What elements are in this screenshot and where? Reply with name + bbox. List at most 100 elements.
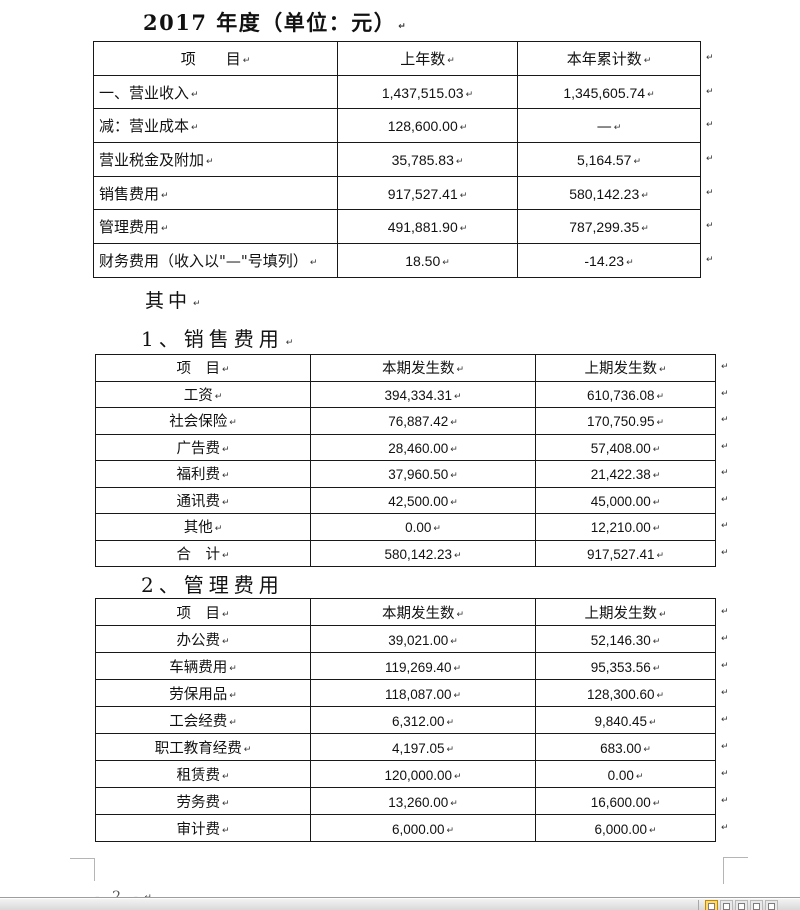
paragraph-mark: ↵	[446, 717, 455, 728]
section-label[interactable]: 其中 ↵	[145, 286, 205, 313]
table-cell[interactable]: 4,197.05 ↵	[310, 733, 536, 761]
paragraph-mark: ↵	[229, 717, 237, 728]
table-cell[interactable]: 57,408.00 ↵	[535, 433, 716, 461]
table-cell[interactable]: 39,021.00 ↵	[310, 625, 536, 653]
table-cell[interactable]: 一、营业收入 ↵	[93, 74, 338, 110]
table-cell[interactable]: 95,353.56 ↵	[535, 652, 716, 680]
table-cell[interactable]: 491,881.90 ↵	[337, 209, 518, 245]
row-end-paragraph-mark: ↵	[721, 521, 729, 532]
table-cell[interactable]: 6,000.00 ↵	[310, 814, 536, 842]
table-cell[interactable]: 0.00 ↵	[535, 760, 716, 788]
full-screen-reading-view-icon[interactable]	[720, 900, 733, 910]
table-cell[interactable]: 35,785.83 ↵	[337, 142, 518, 177]
paragraph-mark: ↵	[649, 717, 657, 728]
table-cell[interactable]: 1,437,515.03 ↵	[337, 74, 518, 110]
table-cell[interactable]: 社会保险 ↵	[95, 407, 311, 435]
table-cell[interactable]: 580,142.23 ↵	[310, 539, 536, 567]
admin-expenses-heading[interactable]: 2、管理费用	[141, 569, 284, 598]
table-cell[interactable]: 销售费用 ↵	[93, 175, 338, 211]
selling-expenses-heading[interactable]: 1、销售费用 ↵	[141, 323, 298, 352]
table-row: 销售费用 ↵ 917,527.41 ↵ 580,142.23 ↵	[93, 175, 701, 211]
table-cell[interactable]: 其他 ↵	[95, 513, 311, 541]
table-cell[interactable]: 18.50 ↵	[337, 243, 518, 278]
table-cell[interactable]: 580,142.23 ↵	[517, 175, 701, 211]
cell-text: 12,210.00	[590, 520, 651, 536]
table-cell[interactable]: 120,000.00 ↵	[310, 760, 536, 788]
table-cell[interactable]: 610,736.08 ↵	[535, 380, 716, 408]
table-cell[interactable]: 128,300.60 ↵	[535, 679, 716, 707]
table-cell[interactable]: 劳保用品 ↵	[95, 679, 311, 707]
table-cell[interactable]: 76,887.42 ↵	[310, 407, 536, 435]
table-cell[interactable]: -14.23 ↵	[517, 243, 701, 278]
table-cell[interactable]: 52,146.30 ↵	[535, 625, 716, 653]
column-header-cell[interactable]: 本期发生数 ↵	[310, 598, 536, 626]
table-cell[interactable]: 16,600.00 ↵	[535, 787, 716, 815]
table-cell[interactable]: — ↵	[517, 108, 701, 144]
table-cell[interactable]: 租赁费 ↵	[95, 760, 311, 788]
table-cell[interactable]: 营业税金及附加 ↵	[93, 142, 338, 177]
document-title[interactable]: 2017 年度（单位：元） ↵	[143, 7, 407, 37]
table-cell[interactable]: 合 计 ↵	[95, 539, 311, 567]
table-cell[interactable]: 1,345,605.74 ↵	[517, 74, 701, 110]
cell-text: 119,269.40	[384, 659, 452, 675]
table-cell[interactable]: 12,210.00 ↵	[535, 513, 716, 541]
table-cell[interactable]: 917,527.41 ↵	[337, 175, 518, 211]
table-cell[interactable]: 45,000.00 ↵	[535, 486, 716, 514]
cell-text: 项 目	[176, 605, 220, 622]
table-cell[interactable]: 工资 ↵	[95, 380, 311, 408]
table-cell[interactable]: 128,600.00 ↵	[337, 108, 518, 144]
table-cell[interactable]: 6,000.00 ↵	[535, 814, 716, 842]
paragraph-mark: ↵	[652, 471, 661, 482]
table-cell[interactable]: 劳务费 ↵	[95, 787, 311, 815]
table-cell[interactable]: 394,334.31 ↵	[310, 380, 536, 408]
table-cell[interactable]: 办公费 ↵	[95, 625, 311, 653]
table-cell[interactable]: 管理费用 ↵	[93, 209, 338, 245]
table-cell[interactable]: 5,164.57 ↵	[517, 142, 701, 177]
table-cell[interactable]: 财务费用（收入以"—"号填列） ↵	[93, 243, 338, 278]
view-switcher	[698, 900, 778, 910]
table-cell[interactable]: 37,960.50 ↵	[310, 460, 536, 488]
web-layout-view-icon[interactable]	[735, 900, 748, 910]
table-cell[interactable]: 减：营业成本 ↵	[93, 108, 338, 144]
table-cell[interactable]: 6,312.00 ↵	[310, 706, 536, 734]
table-cell[interactable]: 车辆费用 ↵	[95, 652, 311, 680]
table-cell[interactable]: 通讯费 ↵	[95, 486, 311, 514]
table-cell[interactable]: 917,527.41 ↵	[535, 539, 716, 567]
column-header-cell[interactable]: 上年数 ↵	[337, 41, 518, 76]
cell-text: 76,887.42	[388, 414, 449, 430]
print-layout-view-icon[interactable]	[705, 900, 718, 910]
cell-text: 上年数	[400, 49, 446, 68]
draft-view-icon[interactable]	[765, 900, 778, 910]
table-cell[interactable]: 21,422.38 ↵	[535, 460, 716, 488]
table-cell[interactable]: 118,087.00 ↵	[310, 679, 536, 707]
column-header-cell[interactable]: 项 目 ↵	[93, 41, 338, 76]
cell-text: 营业税金及附加	[99, 150, 205, 169]
column-header-cell[interactable]: 本期发生数 ↵	[310, 354, 536, 382]
paragraph-mark: ↵	[656, 418, 665, 429]
table-cell[interactable]: 683.00 ↵	[535, 733, 716, 761]
table-cell[interactable]: 13,260.00 ↵	[310, 787, 536, 815]
table-cell[interactable]: 职工教育经费 ↵	[95, 733, 311, 761]
paragraph-mark: ↵	[309, 257, 318, 268]
table-cell[interactable]: 9,840.45 ↵	[535, 706, 716, 734]
table-cell[interactable]: 787,299.35 ↵	[517, 209, 701, 245]
table-cell[interactable]: 119,269.40 ↵	[310, 652, 536, 680]
paragraph-mark: ↵	[229, 663, 237, 674]
column-header-cell[interactable]: 本年累计数 ↵	[517, 41, 701, 76]
table-cell[interactable]: 170,750.95 ↵	[535, 407, 716, 435]
table-cell[interactable]: 福利费 ↵	[95, 460, 311, 488]
row-end-paragraph-mark: ↵	[706, 153, 714, 164]
column-header-cell[interactable]: 上期发生数 ↵	[535, 598, 716, 626]
outline-view-icon[interactable]	[750, 900, 763, 910]
column-header-cell[interactable]: 上期发生数 ↵	[535, 354, 716, 382]
table-cell[interactable]: 工会经费 ↵	[95, 706, 311, 734]
table-cell[interactable]: 28,460.00 ↵	[310, 433, 536, 461]
column-header-cell[interactable]: 项 目 ↵	[95, 598, 311, 626]
margin-crop-mark-bottom-right	[723, 857, 748, 884]
column-header-cell[interactable]: 项 目 ↵	[95, 354, 311, 382]
table-cell[interactable]: 审计费 ↵	[95, 814, 311, 842]
table-cell[interactable]: 0.00 ↵	[310, 513, 536, 541]
table-cell[interactable]: 广告费 ↵	[95, 433, 311, 461]
table-cell[interactable]: 42,500.00 ↵	[310, 486, 536, 514]
